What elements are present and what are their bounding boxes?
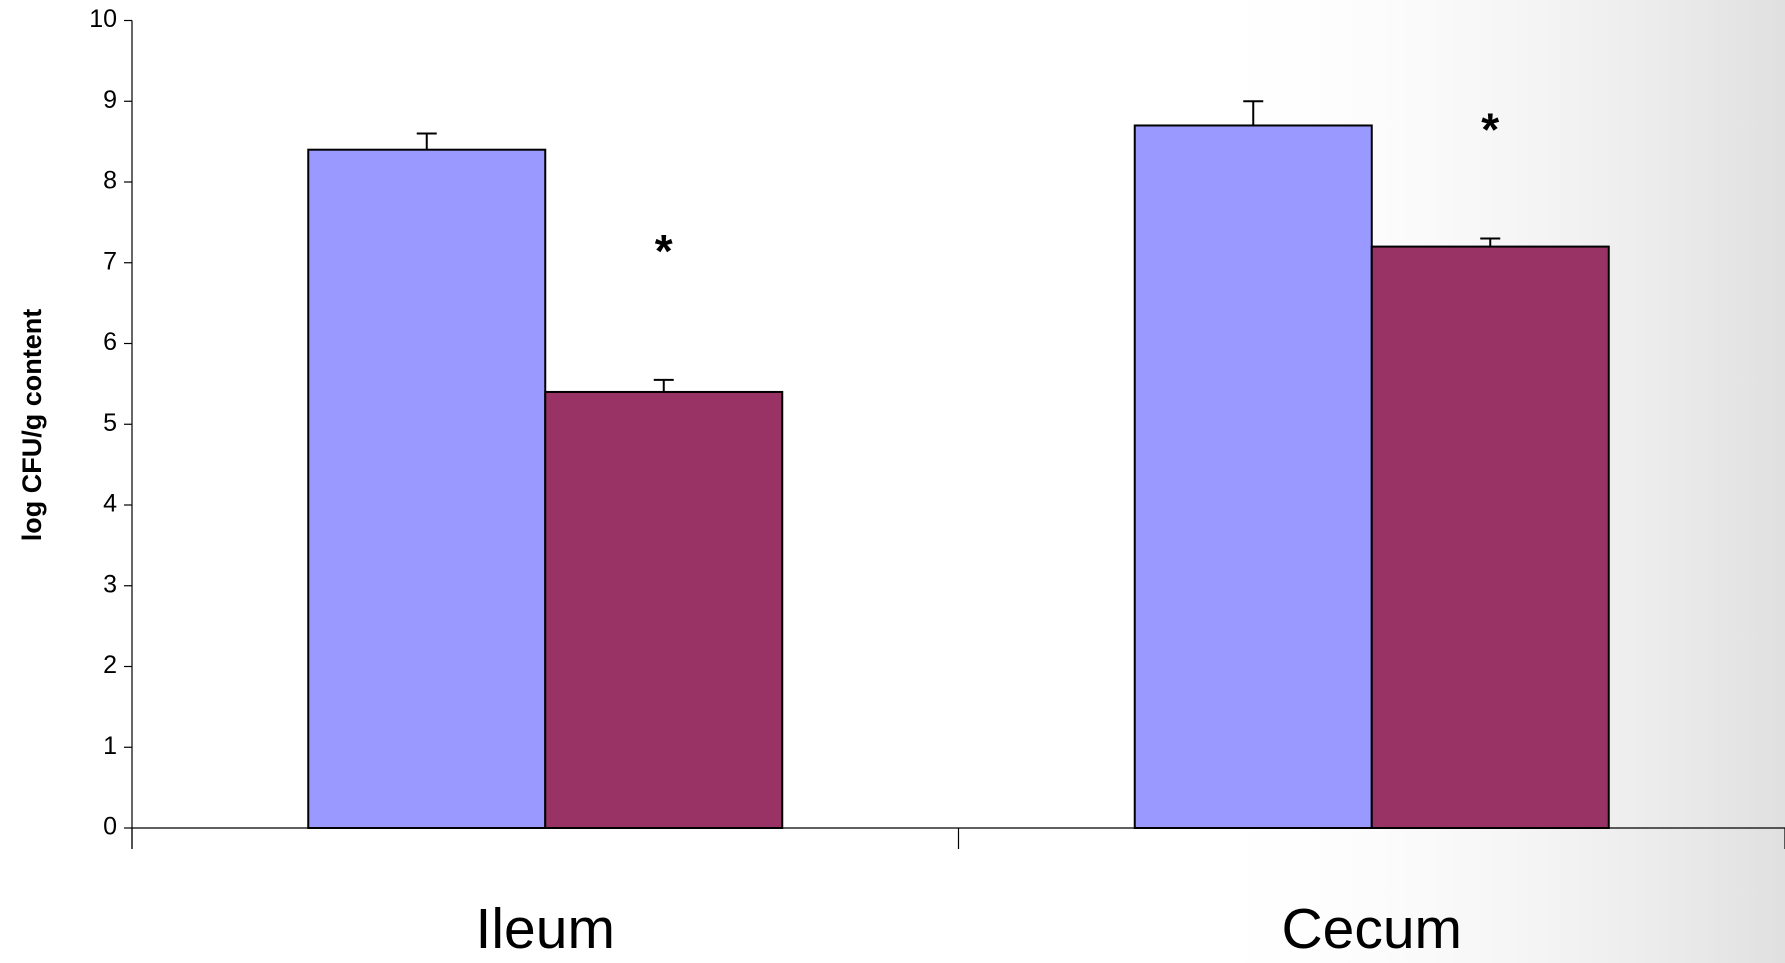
- y-tick-label: 7: [103, 247, 117, 275]
- significance-marker: *: [1481, 104, 1499, 156]
- y-tick-label: 6: [103, 328, 117, 356]
- bar: [1135, 125, 1372, 828]
- y-tick-label: 4: [103, 490, 117, 518]
- y-tick-label: 5: [103, 409, 117, 437]
- x-tick-label: Cecum: [1281, 897, 1462, 961]
- significance-marker: *: [655, 225, 673, 277]
- y-tick-label: 3: [103, 570, 117, 598]
- bar: [1372, 247, 1609, 828]
- y-tick-label: 10: [89, 5, 117, 33]
- x-tick-label: Ileum: [476, 897, 615, 961]
- y-axis-title: log CFU/g content: [17, 309, 47, 541]
- y-tick-label: 0: [103, 813, 117, 841]
- chart: log CFU/g content 0 1 2 3 4 5 6 7 8 9 10 Ileum * Cecu…: [0, 0, 1785, 963]
- bar: [545, 392, 782, 828]
- page: {"chart_data": {"type": "bar", "y_label"…: [0, 0, 1785, 963]
- y-tick-label: 8: [103, 167, 117, 195]
- y-tick-label: 2: [103, 651, 117, 679]
- bar: [308, 150, 545, 828]
- y-tick-label: 9: [103, 86, 117, 114]
- y-tick-label: 1: [103, 732, 117, 760]
